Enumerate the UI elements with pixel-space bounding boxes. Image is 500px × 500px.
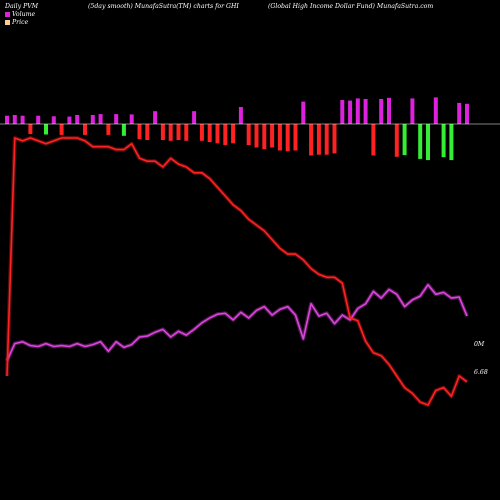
volume-bar (114, 114, 119, 124)
volume-bar (254, 124, 259, 148)
volume-bar (192, 111, 197, 124)
volume-bar (36, 115, 41, 124)
volume-bar (379, 99, 384, 124)
volume-bar (106, 124, 111, 135)
legend-price-label: Price (12, 19, 29, 26)
volume-bar (433, 97, 438, 124)
volume-bar (332, 124, 337, 154)
volume-bar (410, 98, 415, 124)
header-fund-name: (Global High Income Dollar Fund) MunafaS… (268, 3, 434, 10)
volume-bar (231, 124, 236, 144)
price-line (6, 137, 468, 406)
volume-bar (51, 116, 56, 124)
volume-bar (184, 124, 189, 141)
volume-bar (5, 115, 9, 124)
legend-price: Price (5, 19, 28, 26)
volume-bar (301, 101, 306, 124)
volume-bar (59, 124, 64, 135)
price-line-glow (5, 136, 469, 407)
volume-bar (153, 111, 158, 124)
volume-bar (457, 102, 462, 124)
volume-bar (246, 124, 251, 145)
volume-bar (465, 103, 469, 124)
volume-bar (277, 124, 282, 151)
price-axis-label: 6.68 (474, 369, 488, 376)
volume-bar (363, 99, 368, 124)
volume-bar (20, 115, 25, 124)
series-lines (5, 136, 469, 407)
volume-bar (441, 124, 446, 158)
volume-bar (137, 124, 142, 140)
volume-bars (5, 97, 469, 161)
volume-bar (449, 124, 454, 161)
volume-bar (316, 124, 321, 155)
volume-line (6, 283, 468, 362)
volume-bar (67, 116, 72, 124)
volume-bar (176, 124, 181, 140)
volume-bar (394, 124, 399, 157)
volume-bar (44, 124, 48, 135)
volume-bar (145, 124, 150, 140)
legend-volume-label: Volume (12, 11, 36, 18)
volume-bar (129, 114, 134, 124)
volume-bar (426, 124, 430, 161)
volume-bar (121, 124, 126, 136)
volume-bar (160, 124, 165, 140)
volume-bar (418, 124, 423, 159)
legend-volume-swatch (5, 12, 10, 17)
volume-bar (28, 124, 33, 135)
volume-bar (355, 98, 360, 124)
volume-bar (324, 124, 329, 155)
volume-bar (387, 97, 391, 124)
volume-bar (293, 124, 298, 151)
volume-bar (83, 124, 87, 135)
volume-bar (371, 124, 376, 156)
legend-price-swatch (5, 20, 10, 25)
volume-bar (285, 124, 290, 152)
legend-volume: Volume (5, 11, 35, 18)
volume-bar (12, 115, 17, 124)
volume-axis-label: 0M (474, 341, 485, 348)
volume-bar (90, 115, 95, 124)
volume-bar (215, 124, 220, 144)
volume-bar (340, 100, 345, 124)
volume-bar (98, 114, 103, 124)
volume-bar (75, 115, 80, 124)
header-subtitle: (5day smooth) MunafaSutra(TM) charts for… (88, 3, 239, 10)
volume-bar (223, 124, 228, 145)
volume-bar (402, 124, 407, 156)
volume-bar (168, 124, 173, 141)
volume-bar (270, 124, 275, 148)
volume-bar (199, 124, 204, 141)
header-title: Daily PVM (5, 3, 39, 10)
volume-bar (238, 107, 243, 124)
volume-bar (207, 124, 212, 143)
volume-bar (348, 100, 353, 124)
volume-bar (262, 124, 267, 150)
volume-bar (309, 124, 314, 156)
